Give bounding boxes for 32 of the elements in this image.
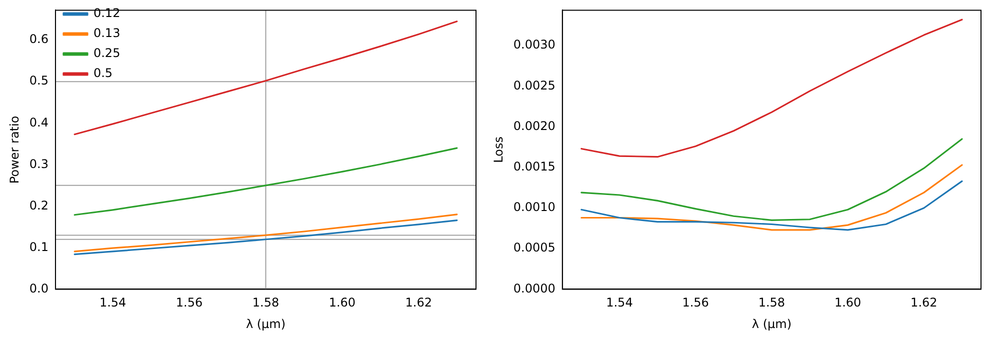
x-tick-label: 1.60 [328,296,356,310]
y-tick-label: 0.1 [29,240,48,254]
y-axis-title: Loss [491,136,506,163]
x-tick-label: 1.54 [606,296,633,310]
legend-label: 0.5 [93,66,113,80]
x-tick-label: 1.60 [834,296,862,310]
legend-label: 0.12 [93,6,120,20]
x-axis-title: λ (µm) [752,316,792,331]
y-tick-label: 0.0025 [513,78,556,92]
x-tick-label: 1.58 [252,296,280,310]
y-tick-label: 0.0020 [513,118,556,133]
legend-label: 0.25 [93,46,120,60]
x-tick-label: 1.54 [99,296,126,310]
x-tick-label: 1.62 [405,296,432,310]
x-axis-title: λ (µm) [246,316,286,331]
x-tick-label: 1.56 [682,296,709,310]
x-tick-label: 1.58 [758,296,786,310]
y-tick-label: 0.3 [29,156,48,171]
y-tick-label: 0.0000 [513,281,556,296]
y-tick-label: 0.0005 [513,240,556,255]
y-tick-label: 0.0015 [513,160,556,174]
x-tick-label: 1.62 [910,296,938,310]
y-tick-label: 0.5 [29,74,48,88]
y-tick-label: 0.0010 [513,200,556,214]
x-tick-label: 1.56 [176,296,203,310]
y-tick-label: 0.6 [29,32,48,46]
y-axis-title: Power ratio [7,116,22,184]
y-tick-label: 0.4 [29,115,48,130]
y-tick-label: 0.0030 [513,38,556,52]
legend-label: 0.13 [93,26,120,40]
y-tick-label: 0.2 [29,198,48,212]
y-tick-label: 0.0 [29,281,48,296]
